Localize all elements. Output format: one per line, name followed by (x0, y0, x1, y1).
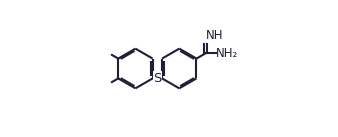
Text: NH₂: NH₂ (216, 47, 238, 60)
Text: S: S (153, 72, 162, 85)
Text: NH: NH (206, 29, 223, 42)
